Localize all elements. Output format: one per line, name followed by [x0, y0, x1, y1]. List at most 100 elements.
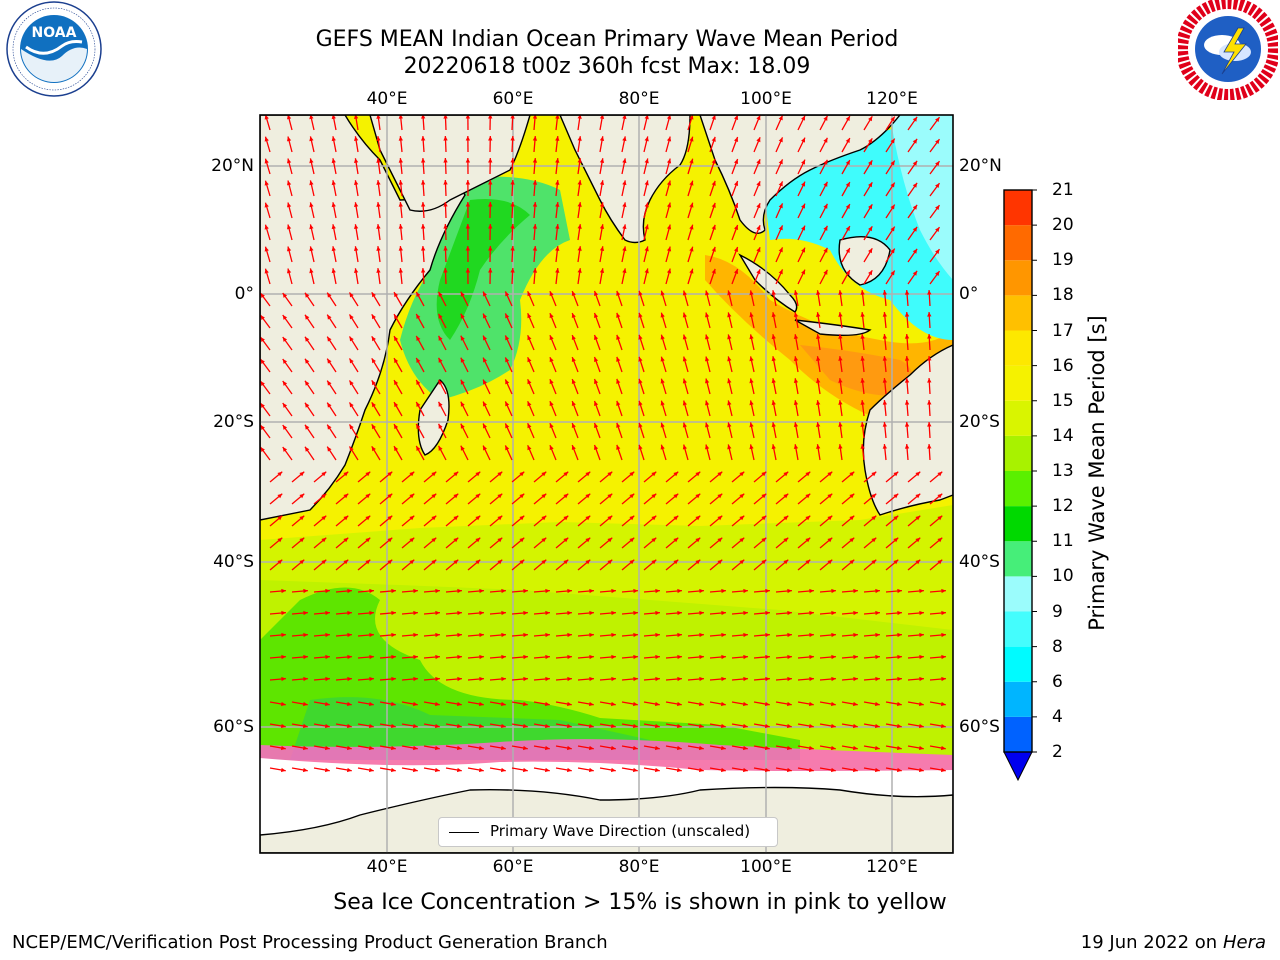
wave-arrow-head	[589, 632, 594, 638]
wave-arrow-head	[510, 115, 515, 119]
wave-arrow-head	[260, 293, 265, 299]
wave-arrow-head	[882, 378, 888, 383]
wave-arrow-head	[699, 654, 704, 660]
wave-arrow-head	[465, 136, 471, 141]
wave-direction-arrows	[260, 115, 946, 773]
wave-arrow-head	[654, 745, 660, 751]
wave-arrow-head	[896, 723, 902, 729]
colorbar-segment	[1004, 400, 1032, 436]
wave-arrow-head	[677, 588, 682, 594]
wave-arrow-head	[438, 313, 443, 319]
wave-arrow-head	[416, 335, 421, 341]
wave-arrow-head	[644, 224, 649, 230]
wave-arrow-head	[510, 180, 515, 185]
wave-arrow-head	[727, 400, 732, 406]
wave-arrow-head	[304, 314, 310, 320]
wave-arrow-head	[809, 676, 814, 682]
wave-arrow-head	[778, 247, 783, 253]
wave-arrow-head	[475, 471, 481, 477]
wave-arrow-head	[321, 559, 327, 565]
wave-arrow-head	[849, 515, 855, 521]
wave-arrow-head	[523, 610, 528, 616]
wave-arrow-head	[904, 356, 910, 361]
wave-arrow-head	[717, 559, 723, 565]
wave-arrow-head	[479, 654, 484, 660]
wave-arrow-head	[500, 701, 506, 707]
wave-arrow-head	[365, 537, 371, 543]
wave-arrow-head	[801, 137, 805, 143]
wave-arrow-head	[717, 493, 723, 499]
wave-arrow-head	[566, 723, 572, 729]
wave-arrow-head	[302, 745, 308, 751]
wave-arrow-head	[611, 654, 616, 660]
colorbar-segment	[1004, 541, 1032, 577]
wave-arrow-head	[897, 610, 902, 616]
wave-arrow-head	[786, 701, 792, 707]
wave-arrow-head	[622, 202, 627, 208]
wave-arrow-head	[783, 537, 789, 543]
wave-arrow-head	[660, 290, 665, 296]
wave-arrow-head	[831, 654, 836, 660]
colorbar-segment	[1004, 471, 1032, 507]
wave-arrow-head	[475, 559, 481, 565]
wave-arrow-head	[327, 314, 332, 320]
wave-arrow-head	[937, 471, 943, 477]
wave-arrow-head	[616, 400, 621, 406]
wave-arrow-head	[532, 224, 538, 229]
wave-arrow-head	[610, 701, 616, 707]
wave-arrow-head	[353, 180, 359, 186]
wave-arrow-head	[897, 654, 902, 660]
wave-arrow-head	[347, 676, 352, 682]
wave-arrow-head	[346, 767, 352, 773]
wave-arrow-head	[912, 160, 918, 166]
lon-tick-top-60e: 60°E	[492, 89, 534, 109]
wave-arrow-head	[264, 180, 269, 186]
wave-arrow-head	[607, 559, 613, 565]
wave-arrow-head	[555, 136, 560, 141]
wave-arrow-head	[304, 402, 310, 408]
wave-arrow-head	[460, 357, 465, 363]
wave-arrow-head	[805, 559, 811, 565]
lon-tick-bottom-60e: 60°E	[492, 857, 534, 877]
wave-arrow-head	[778, 137, 783, 143]
wave-arrow-head	[739, 515, 745, 521]
lat-tick-right-40s: 40°S	[959, 552, 1000, 572]
colorbar-segment	[1004, 506, 1032, 542]
wave-arrow-head	[644, 136, 649, 142]
wave-arrow-head	[409, 515, 415, 521]
wave-arrow-head	[666, 115, 672, 120]
wave-arrow-head	[412, 701, 418, 707]
wave-arrow-head	[875, 588, 880, 594]
wave-arrow-head	[830, 745, 836, 751]
wave-arrow-head	[845, 270, 850, 276]
lat-tick-right-60s: 60°S	[959, 717, 1000, 737]
wave-arrow-head	[398, 224, 403, 229]
wave-arrow-head	[541, 559, 547, 565]
wave-arrow-head	[734, 225, 739, 230]
wave-arrow-head	[369, 588, 374, 594]
wave-arrow-head	[280, 767, 286, 773]
wave-arrow-head	[421, 268, 426, 273]
wave-arrow-head	[660, 400, 665, 406]
wave-arrow-head	[563, 559, 569, 565]
wave-arrow-head	[793, 356, 799, 362]
wave-arrow-head	[831, 632, 836, 638]
wave-arrow-head	[588, 745, 594, 751]
wave-arrow-head	[264, 115, 269, 120]
period-10-11-somali-zone	[436, 199, 530, 340]
wave-arrow-head	[532, 136, 538, 141]
wave-arrow-head	[633, 654, 638, 660]
wave-arrow-head	[264, 158, 269, 164]
wave-arrow-head	[309, 158, 314, 164]
wave-arrow-head	[689, 180, 694, 186]
wave-arrow-head	[369, 654, 374, 660]
wave-arrow-head	[371, 402, 376, 408]
wave-arrow-head	[638, 378, 643, 384]
wave-arrow-head	[260, 381, 265, 387]
wave-arrow-head	[260, 425, 265, 431]
wave-arrow-head	[479, 588, 484, 594]
noaa-logo-text: NOAA	[32, 25, 77, 41]
wave-arrow-head	[435, 588, 440, 594]
wave-arrow-head	[571, 379, 576, 385]
wave-arrow-head	[816, 400, 821, 405]
